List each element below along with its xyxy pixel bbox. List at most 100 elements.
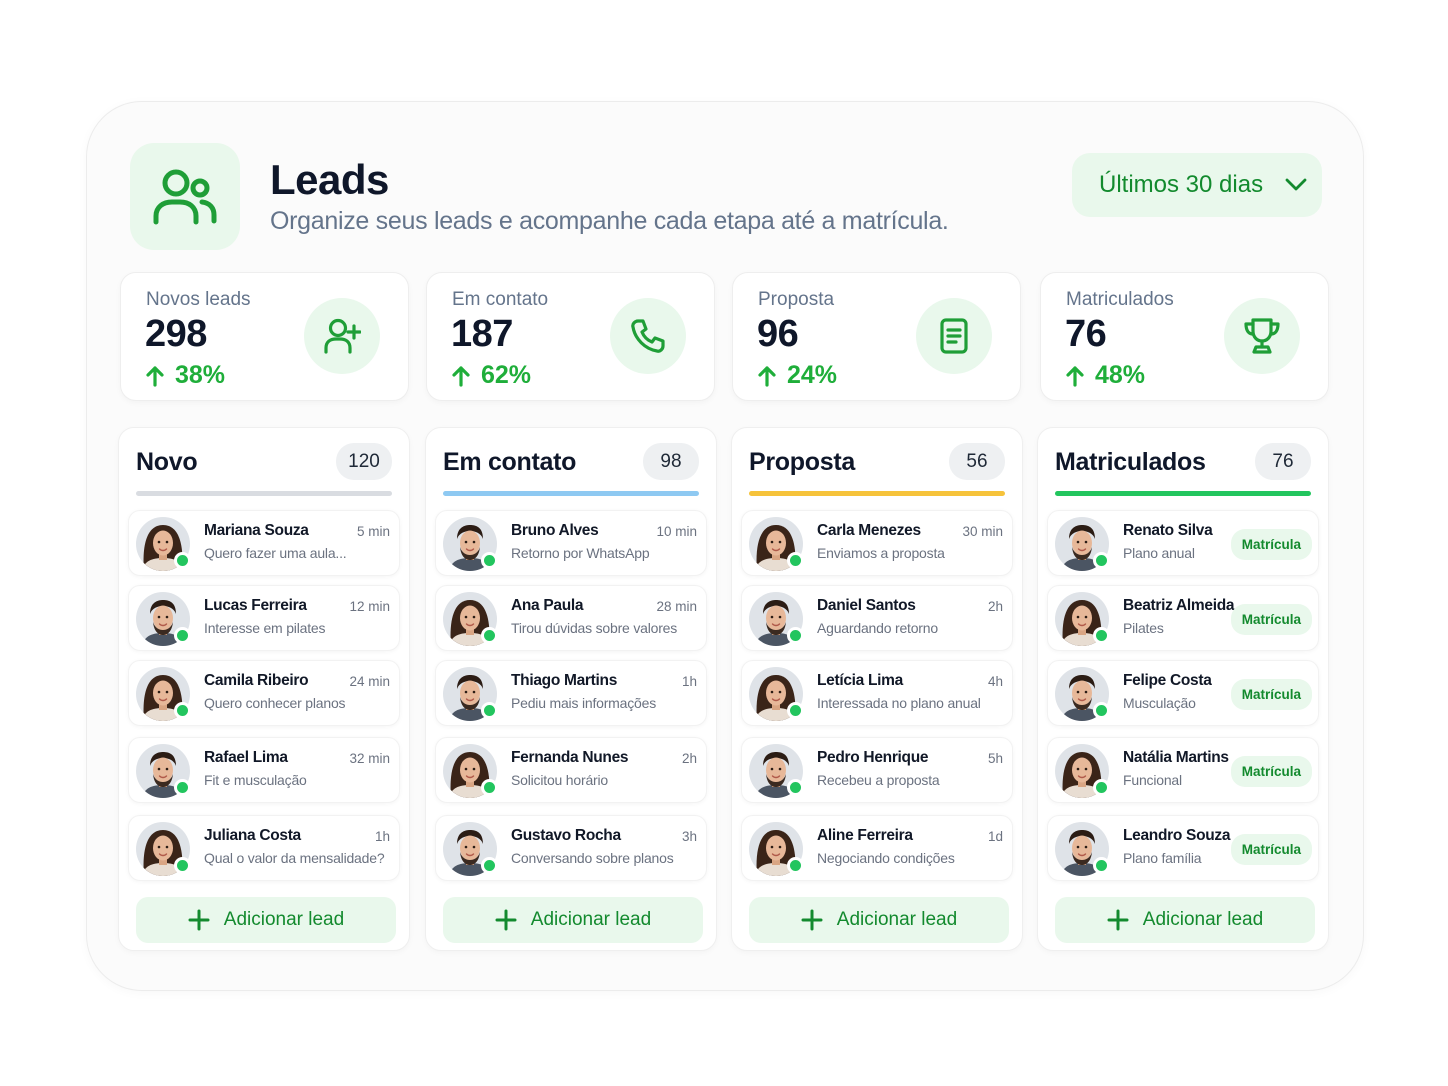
add-lead-button[interactable]: Adicionar lead [443,897,703,943]
lead-time: 1h [374,829,390,844]
stat-label: Proposta [758,289,835,310]
lead-note: Quero fazer uma aula... [204,545,347,561]
online-status-dot [1093,779,1110,796]
lead-name: Aline Ferreira [817,827,913,844]
chevron-down-icon [1285,178,1307,191]
lead-card[interactable]: Daniel Santos Aguardando retorno 2h [741,585,1013,651]
avatar [136,822,190,876]
online-status-dot [1093,552,1110,569]
stat-label: Novos leads [146,289,251,310]
lead-card[interactable]: Rafael Lima Fit e musculação 32 min [128,737,400,803]
lead-card[interactable]: Gustavo Rocha Conversando sobre planos 3h [435,815,707,881]
lead-note: Negociando condições [817,850,955,866]
lead-time: 28 min [656,599,697,614]
arrow-up-icon [758,365,776,387]
online-status-dot [481,552,498,569]
lead-name: Natália Martins [1123,749,1229,766]
stat-value: 76 [1065,313,1107,355]
kanban-column: Matriculados 76 Renato Silva Plano anual Mat… [1037,427,1329,951]
column-count-badge: 76 [1255,443,1311,480]
column-progress-bar [749,491,1005,496]
column-title: Novo [136,448,198,476]
stat-change-value: 24% [787,361,838,389]
plus-icon [1107,909,1129,931]
lead-card[interactable]: Fernanda Nunes Solicitou horário 2h [435,737,707,803]
lead-name: Mariana Souza [204,522,309,539]
lead-card[interactable]: Letícia Lima Interessada no plano anual 4h [741,660,1013,726]
lead-name: Fernanda Nunes [511,749,629,766]
avatar [1055,667,1109,721]
lead-time: 24 min [349,674,390,689]
stat-value: 187 [451,313,513,355]
enrollment-badge: Matrícula [1230,604,1312,635]
lead-card[interactable]: Leandro Souza Plano família Matrícula [1047,815,1319,881]
lead-card[interactable]: Renato Silva Plano anual Matrícula [1047,510,1319,576]
avatar [1055,517,1109,571]
lead-time: 5h [987,751,1003,766]
lead-note: Aguardando retorno [817,620,938,636]
lead-note: Pediu mais informações [511,695,656,711]
stat-value: 96 [757,313,799,355]
kanban-column: Novo 120 Mariana Souza Quero fazer uma aula… [118,427,410,951]
lead-card[interactable]: Natália Martins Funcional Matrícula [1047,737,1319,803]
lead-note: Plano família [1123,850,1202,866]
enrollment-badge: Matrícula [1230,679,1312,710]
column-title: Matriculados [1055,448,1206,476]
kanban-column: Em contato 98 Bruno Alves Retorno por Whats… [425,427,717,951]
stat-label: Em contato [452,289,549,310]
column-count-badge: 56 [949,443,1005,480]
lead-time: 4h [987,674,1003,689]
lead-note: Interessada no plano anual [817,695,981,711]
users-icon [130,143,240,250]
lead-time: 2h [987,599,1003,614]
lead-name: Renato Silva [1123,522,1213,539]
lead-note: Fit e musculação [204,772,307,788]
lead-card[interactable]: Aline Ferreira Negociando condições 1d [741,815,1013,881]
stat-change-value: 48% [1095,361,1146,389]
phone-icon [610,298,686,374]
lead-name: Letícia Lima [817,672,903,689]
stat-change: 38% [145,361,225,390]
user-plus-icon [304,298,380,374]
online-status-dot [1093,702,1110,719]
lead-card[interactable]: Pedro Henrique Recebeu a proposta 5h [741,737,1013,803]
column-title: Proposta [749,448,855,476]
lead-card[interactable]: Thiago Martins Pediu mais informações 1h [435,660,707,726]
online-status-dot [481,702,498,719]
add-lead-button[interactable]: Adicionar lead [749,897,1009,943]
online-status-dot [787,702,804,719]
date-range-dropdown[interactable]: Últimos 30 dias [1072,153,1322,217]
arrow-up-icon [452,365,470,387]
stat-card: Proposta 96 24% [732,272,1021,401]
lead-time: 1h [681,674,697,689]
online-status-dot [481,627,498,644]
lead-time: 12 min [349,599,390,614]
enrollment-badge: Matrícula [1230,756,1312,787]
lead-card[interactable]: Lucas Ferreira Interesse em pilates 12 min [128,585,400,651]
lead-card[interactable]: Mariana Souza Quero fazer uma aula... 5 mi… [128,510,400,576]
lead-note: Retorno por WhatsApp [511,545,650,561]
lead-note: Musculação [1123,695,1196,711]
column-count-badge: 120 [336,443,392,480]
kanban-column: Proposta 56 Carla Menezes Enviamos a propos… [731,427,1023,951]
stat-change: 62% [451,361,531,390]
column-count-badge: 98 [643,443,699,480]
page-subtitle: Organize seus leads e acompanhe cada eta… [270,207,949,235]
add-lead-button[interactable]: Adicionar lead [1055,897,1315,943]
lead-card[interactable]: Juliana Costa Qual o valor da mensalidade… [128,815,400,881]
stat-label: Matriculados [1066,289,1174,310]
plus-icon [495,909,517,931]
lead-time: 30 min [962,524,1003,539]
lead-card[interactable]: Carla Menezes Enviamos a proposta 30 min [741,510,1013,576]
lead-card[interactable]: Felipe Costa Musculação Matrícula [1047,660,1319,726]
lead-card[interactable]: Ana Paula Tirou dúvidas sobre valores 28 m… [435,585,707,651]
lead-card[interactable]: Bruno Alves Retorno por WhatsApp 10 min [435,510,707,576]
add-lead-button[interactable]: Adicionar lead [136,897,396,943]
lead-name: Thiago Martins [511,672,618,689]
lead-card[interactable]: Camila Ribeiro Quero conhecer planos 24 mi… [128,660,400,726]
stat-card: Matriculados 76 48% [1040,272,1329,401]
column-title: Em contato [443,448,577,476]
online-status-dot [787,627,804,644]
lead-card[interactable]: Beatriz Almeida Pilates Matrícula [1047,585,1319,651]
stat-value: 298 [145,313,207,355]
